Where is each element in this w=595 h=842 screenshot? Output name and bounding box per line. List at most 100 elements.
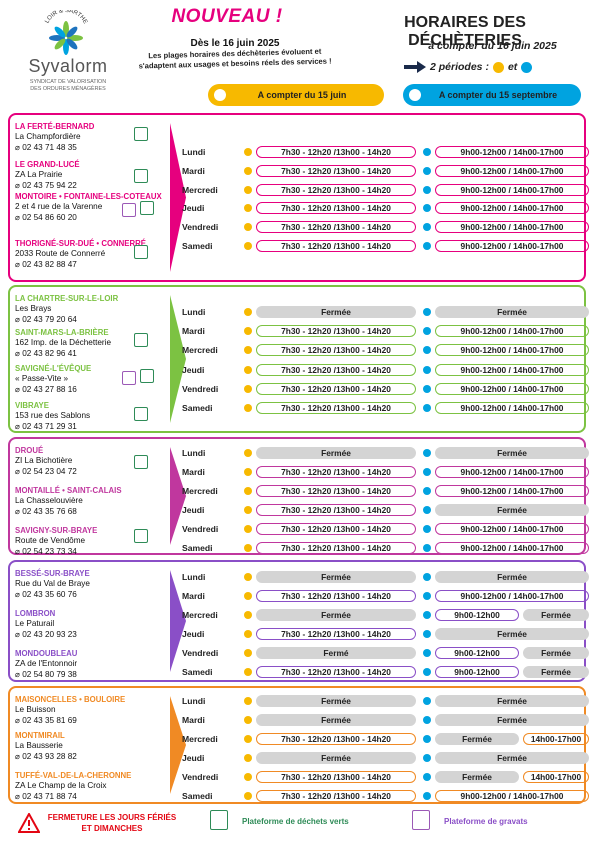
arrow-right-icon	[404, 61, 426, 73]
day-label: Vendredi	[182, 524, 219, 534]
summer-column-header: A compter du 15 juin	[208, 84, 384, 106]
summer-dot-icon	[244, 792, 252, 800]
day-label: Lundi	[182, 147, 206, 157]
winter-hours: 9h00-12h00	[435, 666, 519, 678]
brand-subtitle-line2: DES ORDURES MÉNAGÈRES	[30, 86, 106, 92]
holiday-closure-line2: ET DIMANCHES	[81, 824, 143, 833]
brand-name: Syvalorm	[28, 56, 108, 76]
summer-hours: 7h30 - 12h20 /13h00 - 14h20	[256, 485, 416, 497]
day-row: Mardi Fermée Fermée	[182, 712, 589, 728]
site-address: 2033 Route de Connerré	[15, 249, 106, 259]
summer-dot-icon	[244, 735, 252, 743]
news-headline: NOUVEAU !	[171, 6, 283, 27]
summer-hours: 7h30 - 12h20 /13h00 - 14h20	[256, 542, 416, 554]
summer-hours: 7h30 - 12h20 /13h00 - 14h20	[256, 146, 416, 158]
winter-dot-icon	[423, 365, 431, 374]
summer-hours: Fermée	[256, 306, 416, 318]
winter-hours: Fermée	[435, 628, 589, 640]
phone-icon: ⌀	[15, 589, 23, 599]
day-label: Lundi	[182, 448, 206, 458]
green-waste-platform-icon	[134, 529, 148, 543]
day-label: Mercredi	[182, 345, 218, 356]
winter-dot-icon	[423, 649, 431, 657]
day-label: Mercredi	[182, 486, 218, 496]
winter-hours: 9h00-12h00 / 14h00-17h00	[435, 363, 589, 376]
day-row: Vendredi 7h30 - 12h20 /13h00 - 14h20 Fermé…	[182, 769, 589, 785]
site-entry: MAISONCELLES • BOULOIRE Le Buisson ⌀ 02 43…	[15, 695, 165, 726]
site-entry: DROUÉ ZI La Bichotière ⌀ 02 54 23 04 72	[15, 446, 165, 477]
winter-hours: 9h00-12h00 / 14h00-17h00	[435, 523, 589, 535]
winter-hours: 9h00-12h00 / 14h00-17h00	[435, 382, 589, 395]
summer-hours: 7h30 - 12h20 /13h00 - 14h20	[256, 466, 416, 478]
news-text: Les plages horaires des déchèteries évol…	[120, 46, 350, 72]
phone-icon: ⌀	[15, 791, 23, 801]
phone-icon: ⌀	[15, 466, 23, 476]
winter-hours: 9h00-12h00	[435, 609, 519, 621]
site-address: Les Brays	[15, 304, 52, 314]
site-phone-line: ⌀ 02 43 82 88 47	[15, 260, 165, 270]
site-address: La Bausserie	[15, 741, 63, 751]
site-address: Le Paturail	[15, 619, 55, 629]
winter-dot-icon	[423, 185, 431, 194]
summer-dot-icon	[244, 754, 252, 762]
summer-dot-icon	[244, 630, 252, 638]
day-row: Vendredi 7h30 - 12h20 /13h00 - 14h20 9h00-…	[182, 219, 589, 235]
site-name: MONTOIRE • FONTAINE-LES-COTEAUX	[15, 192, 162, 201]
summer-hours: 7h30 - 12h20 /13h00 - 14h20	[256, 523, 416, 535]
site-address: Le Buisson	[15, 705, 56, 715]
summer-hours: 7h30 - 12h20 /13h00 - 14h20	[256, 590, 416, 602]
green-waste-platform-icon	[134, 127, 148, 141]
summer-hours: 7h30 - 12h20 /13h00 - 14h20	[256, 790, 416, 802]
winter-dot-icon	[423, 611, 431, 619]
site-name: LOMBRON	[15, 609, 56, 618]
site-phone-line: ⌀ 02 54 23 73 34	[15, 547, 165, 557]
site-entry: SAVIGNY-SUR-BRAYE Route de Vendôme ⌀ 02 54…	[15, 526, 165, 557]
winter-hours: 9h00-12h00 / 14h00-17h00	[435, 466, 589, 478]
site-phone: 02 54 23 73 34	[22, 546, 77, 556]
day-row: Vendredi Fermé 9h00-12h00 Fermée	[182, 645, 589, 661]
site-entry: LOMBRON Le Paturail ⌀ 02 43 20 93 23	[15, 609, 165, 640]
winter-dot-icon	[423, 716, 431, 724]
green-waste-platform-icon	[134, 245, 148, 259]
summer-hours: 7h30 - 12h20 /13h00 - 14h20	[256, 202, 416, 215]
winter-hours: 9h00-12h00 / 14h00-17h00	[435, 325, 589, 338]
day-row: Lundi Fermée Fermée	[182, 569, 589, 585]
summer-hours: Fermée	[256, 609, 416, 621]
site-address: La Champfordière	[15, 132, 81, 142]
summer-dot-icon	[244, 449, 252, 457]
summer-hours: 7h30 - 12h20 /13h00 - 14h20	[256, 628, 416, 640]
winter-dot-icon	[423, 697, 431, 705]
summer-hours: 7h30 - 12h20 /13h00 - 14h20	[256, 382, 416, 395]
site-phone-line: ⌀ 02 54 86 60 20	[15, 213, 165, 223]
site-phone: 02 54 23 04 72	[22, 466, 77, 476]
day-label: Samedi	[182, 791, 213, 801]
site-name: BESSÉ-SUR-BRAYE	[15, 569, 90, 578]
site-name: THORIGNÉ-SUR-DUÉ • CONNERRÉ	[15, 239, 146, 248]
winter-column-label: A compter du 15 septembre	[438, 90, 558, 100]
winter-hours: 9h00-12h00 / 14h00-17h00	[435, 590, 589, 602]
day-label: Mardi	[182, 326, 205, 337]
winter-hours: Fermée	[435, 447, 589, 459]
phone-icon: ⌀	[15, 669, 23, 679]
day-row: Lundi 7h30 - 12h20 /13h00 - 14h20 9h00-12h…	[182, 144, 589, 160]
chevron-right-icon	[170, 447, 186, 545]
site-phone-line: ⌀ 02 43 35 60 76	[15, 590, 165, 600]
winter-hours: 9h00-12h00 / 14h00-17h00	[435, 485, 589, 497]
day-label: Lundi	[182, 696, 206, 706]
day-row: Jeudi 7h30 - 12h20 /13h00 - 14h20 Fermée	[182, 502, 589, 518]
winter-dot-icon	[423, 592, 431, 600]
winter-hours: 9h00-12h00 / 14h00-17h00	[435, 164, 589, 177]
day-label: Vendredi	[182, 772, 219, 782]
winter-hours: Fermée	[435, 504, 589, 516]
day-row: Samedi 7h30 - 12h20 /13h00 - 14h20 9h00-12…	[182, 788, 589, 804]
summer-dot-icon	[244, 468, 252, 476]
chevron-right-icon	[170, 295, 186, 423]
schedule-group: DROUÉ ZI La Bichotière ⌀ 02 54 23 04 72 MON…	[8, 437, 589, 557]
phone-icon: ⌀	[15, 180, 23, 190]
summer-dot-icon	[244, 716, 252, 724]
summer-hours: 7h30 - 12h20 /13h00 - 14h20	[256, 240, 416, 252]
day-label: Jeudi	[182, 505, 205, 515]
holiday-closure-line1: FERMETURE LES JOURS FÉRIÉS	[47, 813, 177, 822]
winter-dot-icon	[423, 487, 431, 495]
winter-hours-afternoon: Fermée	[523, 666, 589, 678]
